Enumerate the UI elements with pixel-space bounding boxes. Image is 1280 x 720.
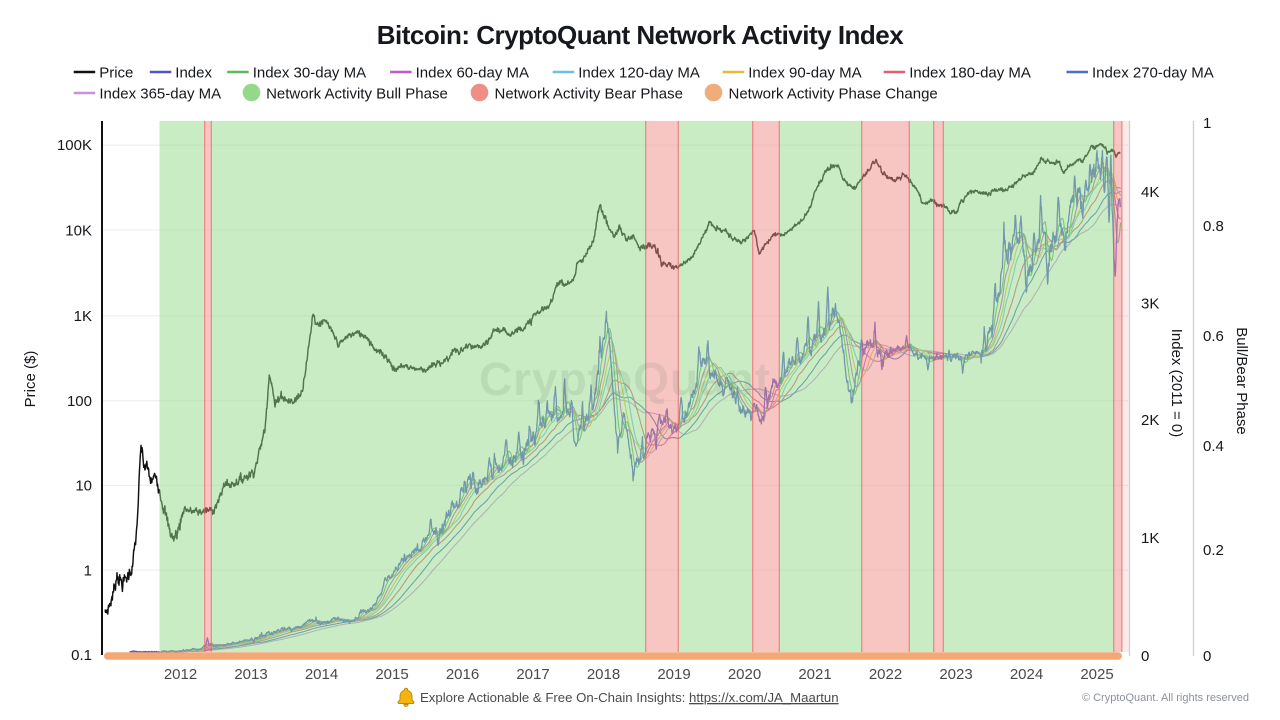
svg-text:2020: 2020 [728,666,761,683]
svg-text:2013: 2013 [234,666,267,683]
svg-text:2023: 2023 [939,666,972,683]
svg-text:Index 365-day MA: Index 365-day MA [99,85,221,102]
svg-text:1: 1 [84,562,92,579]
svg-text:Index 90-day MA: Index 90-day MA [748,64,861,81]
svg-text:2024: 2024 [1010,666,1043,683]
svg-text:2025: 2025 [1080,666,1113,683]
svg-text:0.2: 0.2 [1203,542,1224,559]
svg-text:© CryptoQuant. All rights rese: © CryptoQuant. All rights reserved [1082,692,1249,704]
svg-text:Network Activity Phase Change: Network Activity Phase Change [729,85,938,102]
svg-text:Index 270-day MA: Index 270-day MA [1092,64,1214,81]
svg-text:2018: 2018 [587,666,620,683]
svg-text:Price: Price [99,64,133,81]
svg-text:Bull/Bear Phase: Bull/Bear Phase [1233,327,1250,435]
svg-text:Index (2011 = 0): Index (2011 = 0) [1168,329,1185,438]
svg-text:10K: 10K [65,223,92,240]
svg-text:Index: Index [175,64,212,81]
svg-text:100: 100 [67,393,92,410]
svg-text:Index 180-day MA: Index 180-day MA [909,64,1031,81]
svg-text:1: 1 [1203,115,1211,132]
svg-text:0.8: 0.8 [1203,218,1224,235]
svg-text:2015: 2015 [375,666,408,683]
svg-text:Network Activity Bear Phase: Network Activity Bear Phase [495,85,683,102]
svg-text:Index 30-day MA: Index 30-day MA [253,64,366,81]
svg-text:2014: 2014 [305,666,338,683]
svg-text:0: 0 [1203,648,1211,665]
svg-text:Explore Actionable & Free On-C: Explore Actionable & Free On-Chain Insig… [420,690,839,705]
svg-text:2019: 2019 [657,666,690,683]
svg-text:Network Activity Bull Phase: Network Activity Bull Phase [266,85,448,102]
svg-text:2021: 2021 [798,666,831,683]
svg-text:2012: 2012 [164,666,197,683]
svg-text:Index 60-day MA: Index 60-day MA [416,64,529,81]
svg-text:0.4: 0.4 [1203,438,1224,455]
svg-text:1K: 1K [1141,530,1159,547]
svg-text:2K: 2K [1141,412,1159,429]
svg-text:3K: 3K [1141,296,1159,313]
svg-text:1K: 1K [74,308,92,325]
svg-text:2022: 2022 [869,666,902,683]
svg-text:CryptoQuant: CryptoQuant [479,353,771,405]
svg-text:2017: 2017 [516,666,549,683]
svg-text:2016: 2016 [446,666,479,683]
svg-text:Price ($): Price ($) [22,351,39,408]
svg-text:0: 0 [1141,648,1149,665]
svg-text:0.6: 0.6 [1203,328,1224,345]
svg-text:0.1: 0.1 [71,647,92,664]
svg-text:4K: 4K [1141,184,1159,201]
svg-text:Bitcoin: CryptoQuant Network A: Bitcoin: CryptoQuant Network Activity In… [377,20,905,50]
svg-text:10: 10 [75,478,92,495]
svg-text:100K: 100K [57,137,92,154]
svg-text:Index 120-day MA: Index 120-day MA [578,64,700,81]
